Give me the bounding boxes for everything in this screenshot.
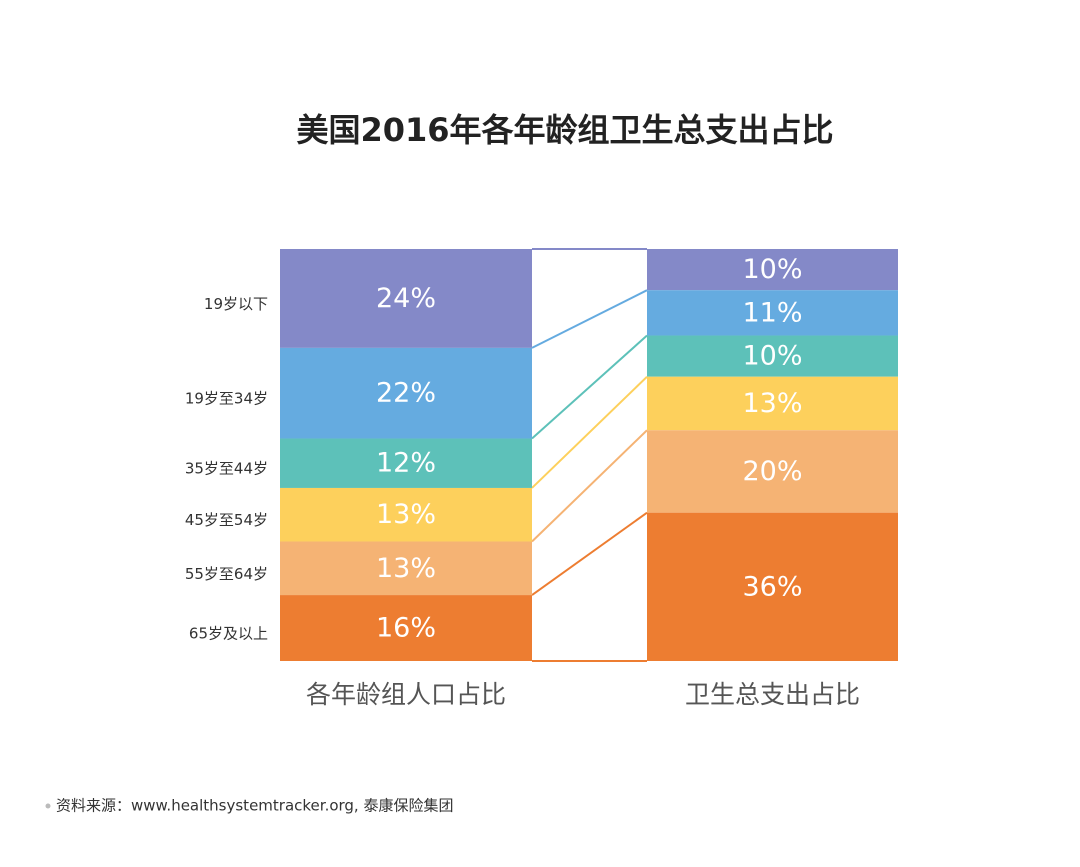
source: 资料来源：www.healthsystemtracker.org, 泰康保险集团 bbox=[56, 797, 453, 815]
value-label: 36% bbox=[742, 571, 802, 602]
bar-segment bbox=[280, 249, 532, 348]
value-label: 13% bbox=[376, 499, 436, 530]
value-label: 24% bbox=[376, 283, 436, 314]
bullet bbox=[45, 803, 51, 809]
value-label: 12% bbox=[376, 448, 436, 479]
category-label: 各年龄组人口占比 bbox=[306, 680, 506, 709]
bar-segment bbox=[647, 430, 898, 513]
connector bbox=[531, 289, 648, 349]
series-label: 65岁及以上 bbox=[189, 625, 268, 643]
value-label: 20% bbox=[742, 456, 802, 487]
connector bbox=[531, 376, 648, 489]
connector bbox=[531, 334, 648, 440]
connector bbox=[531, 429, 648, 543]
value-label: 13% bbox=[742, 388, 802, 419]
series-label: 19岁以下 bbox=[204, 295, 268, 313]
bar-segment bbox=[647, 512, 898, 661]
value-label: 13% bbox=[376, 553, 436, 584]
value-label: 22% bbox=[376, 378, 436, 409]
bar-segment bbox=[647, 376, 898, 431]
bar-segment bbox=[647, 290, 898, 336]
category-label: 卫生总支出占比 bbox=[685, 680, 860, 709]
bar-segment bbox=[280, 347, 532, 439]
bar-segment bbox=[647, 335, 898, 377]
value-label: 16% bbox=[376, 613, 436, 644]
bar-segment bbox=[280, 438, 532, 488]
chart-title: 美国2016年各年龄组卫生总支出占比 bbox=[296, 111, 833, 149]
series-label: 19岁至34岁 bbox=[185, 390, 268, 408]
value-label: 10% bbox=[742, 341, 802, 372]
bar-segment bbox=[647, 249, 898, 291]
value-label: 10% bbox=[742, 254, 802, 285]
bar-segment bbox=[280, 595, 532, 661]
value-label: 11% bbox=[742, 297, 802, 328]
bar-segment bbox=[280, 487, 532, 542]
bar-segment bbox=[280, 541, 532, 596]
series-label: 55岁至64岁 bbox=[185, 565, 268, 583]
series-label: 35岁至44岁 bbox=[185, 460, 268, 478]
series-label: 45岁至54岁 bbox=[185, 511, 268, 529]
connector bbox=[531, 511, 648, 596]
